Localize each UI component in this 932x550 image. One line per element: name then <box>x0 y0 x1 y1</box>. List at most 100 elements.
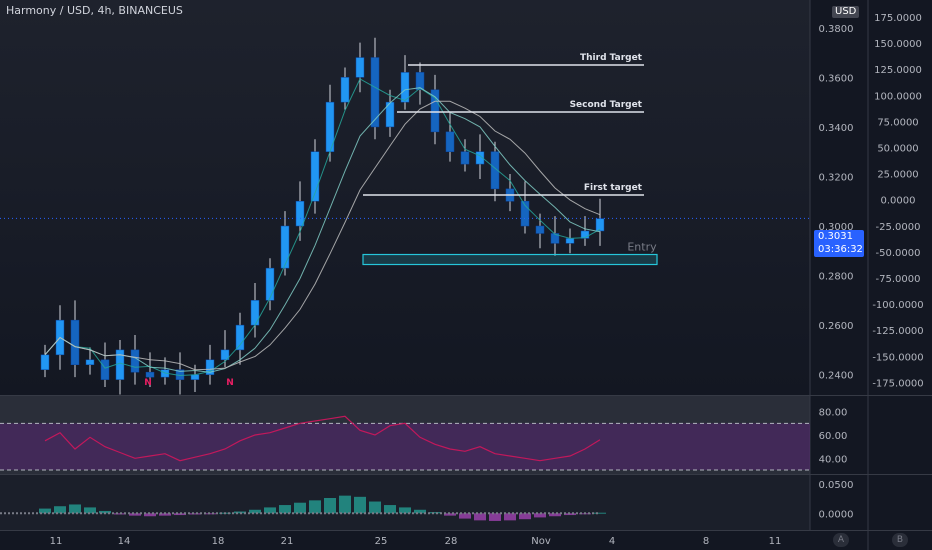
time-tick-label: 14 <box>118 536 131 547</box>
annotations-layer: Third Target Second Target First target Ent… <box>362 53 658 266</box>
osc-bar <box>159 513 171 516</box>
osc-bar <box>549 513 561 517</box>
candle-body <box>100 359 110 380</box>
candle-body <box>145 371 155 378</box>
osc-bar <box>249 509 261 514</box>
secondary-tick-label: 100.0000 <box>874 91 922 102</box>
osc-bar <box>84 507 96 514</box>
secondary-tick-label: 0.0000 <box>881 196 916 207</box>
rsi-tick-label: 80.00 <box>819 408 848 419</box>
candle-body <box>130 349 140 373</box>
price-tick-label: 0.3000 <box>819 222 854 233</box>
osc-bar <box>594 512 606 514</box>
bar-countdown: 03:36:32 <box>818 244 863 255</box>
target-label: Third Target <box>580 53 643 63</box>
scale-b-button[interactable]: B <box>892 533 908 547</box>
osc-bar <box>384 505 396 514</box>
secondary-tick-label: -175.0000 <box>872 378 923 389</box>
osc-bar <box>324 498 336 514</box>
secondary-tick-label: 150.0000 <box>874 39 922 50</box>
osc-bar <box>534 513 546 518</box>
time-tick-label: Nov <box>531 536 551 547</box>
last-price-value: 0.3031 <box>818 231 853 242</box>
signal-marker: N <box>226 378 234 388</box>
last-price-badge: 0.3031 03:36:32 <box>814 230 864 257</box>
candle-body <box>475 151 485 165</box>
target-label: First target <box>584 183 643 193</box>
osc-bar <box>399 507 411 514</box>
time-tick-label: 4 <box>609 536 615 547</box>
target-label: Second Target <box>570 100 643 110</box>
secondary-tick-label: 75.0000 <box>877 117 918 128</box>
price-tick-label: 0.3200 <box>819 172 854 183</box>
candle-body <box>400 72 410 103</box>
secondary-tick-label: -25.0000 <box>876 222 921 233</box>
secondary-tick-label: -50.0000 <box>876 248 921 259</box>
secondary-tick-label: 125.0000 <box>874 65 922 76</box>
signal-marker: N <box>144 378 152 388</box>
price-tick-label: 0.2800 <box>819 272 854 283</box>
candle-body <box>460 151 470 165</box>
candle-body <box>565 238 575 244</box>
oscillator-layer <box>0 495 606 521</box>
osc-bar <box>504 513 516 521</box>
osc-bar <box>459 513 471 519</box>
osc-bar <box>369 501 381 514</box>
osc-bar <box>429 512 441 514</box>
osc-bar <box>339 495 351 514</box>
osc-bar <box>354 496 366 514</box>
candle-body <box>370 57 380 128</box>
time-tick-label: 21 <box>281 536 294 547</box>
osc-bar <box>69 504 81 514</box>
time-tick-label: 28 <box>445 536 458 547</box>
candle-body <box>595 218 605 232</box>
osc-bar <box>144 513 156 517</box>
entry-zone <box>362 253 658 266</box>
candle-body <box>310 151 320 202</box>
price-tick-label: 0.2600 <box>819 321 854 332</box>
osc-bar <box>414 509 426 514</box>
osc-bar <box>444 513 456 516</box>
time-tick-label: 25 <box>375 536 388 547</box>
candle-body <box>445 131 455 152</box>
secondary-tick-label: -150.0000 <box>872 352 923 363</box>
time-tick-label: 11 <box>50 536 63 547</box>
osc-bar <box>264 507 276 514</box>
secondary-tick-label: 25.0000 <box>877 170 918 181</box>
candle-body <box>85 359 95 365</box>
osc-bar <box>294 502 306 514</box>
osc-bar <box>54 506 66 514</box>
secondary-tick-label: 50.0000 <box>877 144 918 155</box>
candle-body <box>520 200 530 227</box>
osc-bar <box>129 513 141 516</box>
price-tick-label: 0.3600 <box>819 73 854 84</box>
candle-body <box>580 230 590 239</box>
rsi-layer <box>0 415 810 471</box>
moving-average-line <box>44 78 601 377</box>
osc-bar <box>189 513 201 515</box>
candle-body <box>550 233 560 244</box>
candle-body <box>220 349 230 361</box>
rsi-tick-label: 60.00 <box>819 431 848 442</box>
candle-body <box>295 200 305 227</box>
candle-body <box>535 225 545 234</box>
currency-label[interactable]: USD <box>832 6 860 18</box>
osc-bar <box>99 510 111 514</box>
candle-body <box>430 89 440 133</box>
moving-average-line <box>44 100 601 371</box>
chart-title: Harmony / USD, 4h, BINANCEUS <box>6 4 183 17</box>
osc-bar <box>279 505 291 514</box>
candle-body <box>340 77 350 103</box>
rsi-pane-background <box>0 396 810 474</box>
scale-a-button[interactable]: A <box>833 533 849 547</box>
price-tick-label: 0.3400 <box>819 123 854 134</box>
osc-tick-label: 0.0500 <box>819 480 854 491</box>
secondary-tick-label: -125.0000 <box>872 326 923 337</box>
osc-tick-label: 0.0000 <box>819 509 854 520</box>
axes-layer: 11 14 18 21 25 28 Nov 4 8 11 0.2400 0.2600 0.2800 0.3… <box>50 13 924 547</box>
candle-body <box>70 319 80 365</box>
candle-body <box>250 300 260 326</box>
candle-body <box>355 57 365 78</box>
candle-body <box>280 225 290 269</box>
